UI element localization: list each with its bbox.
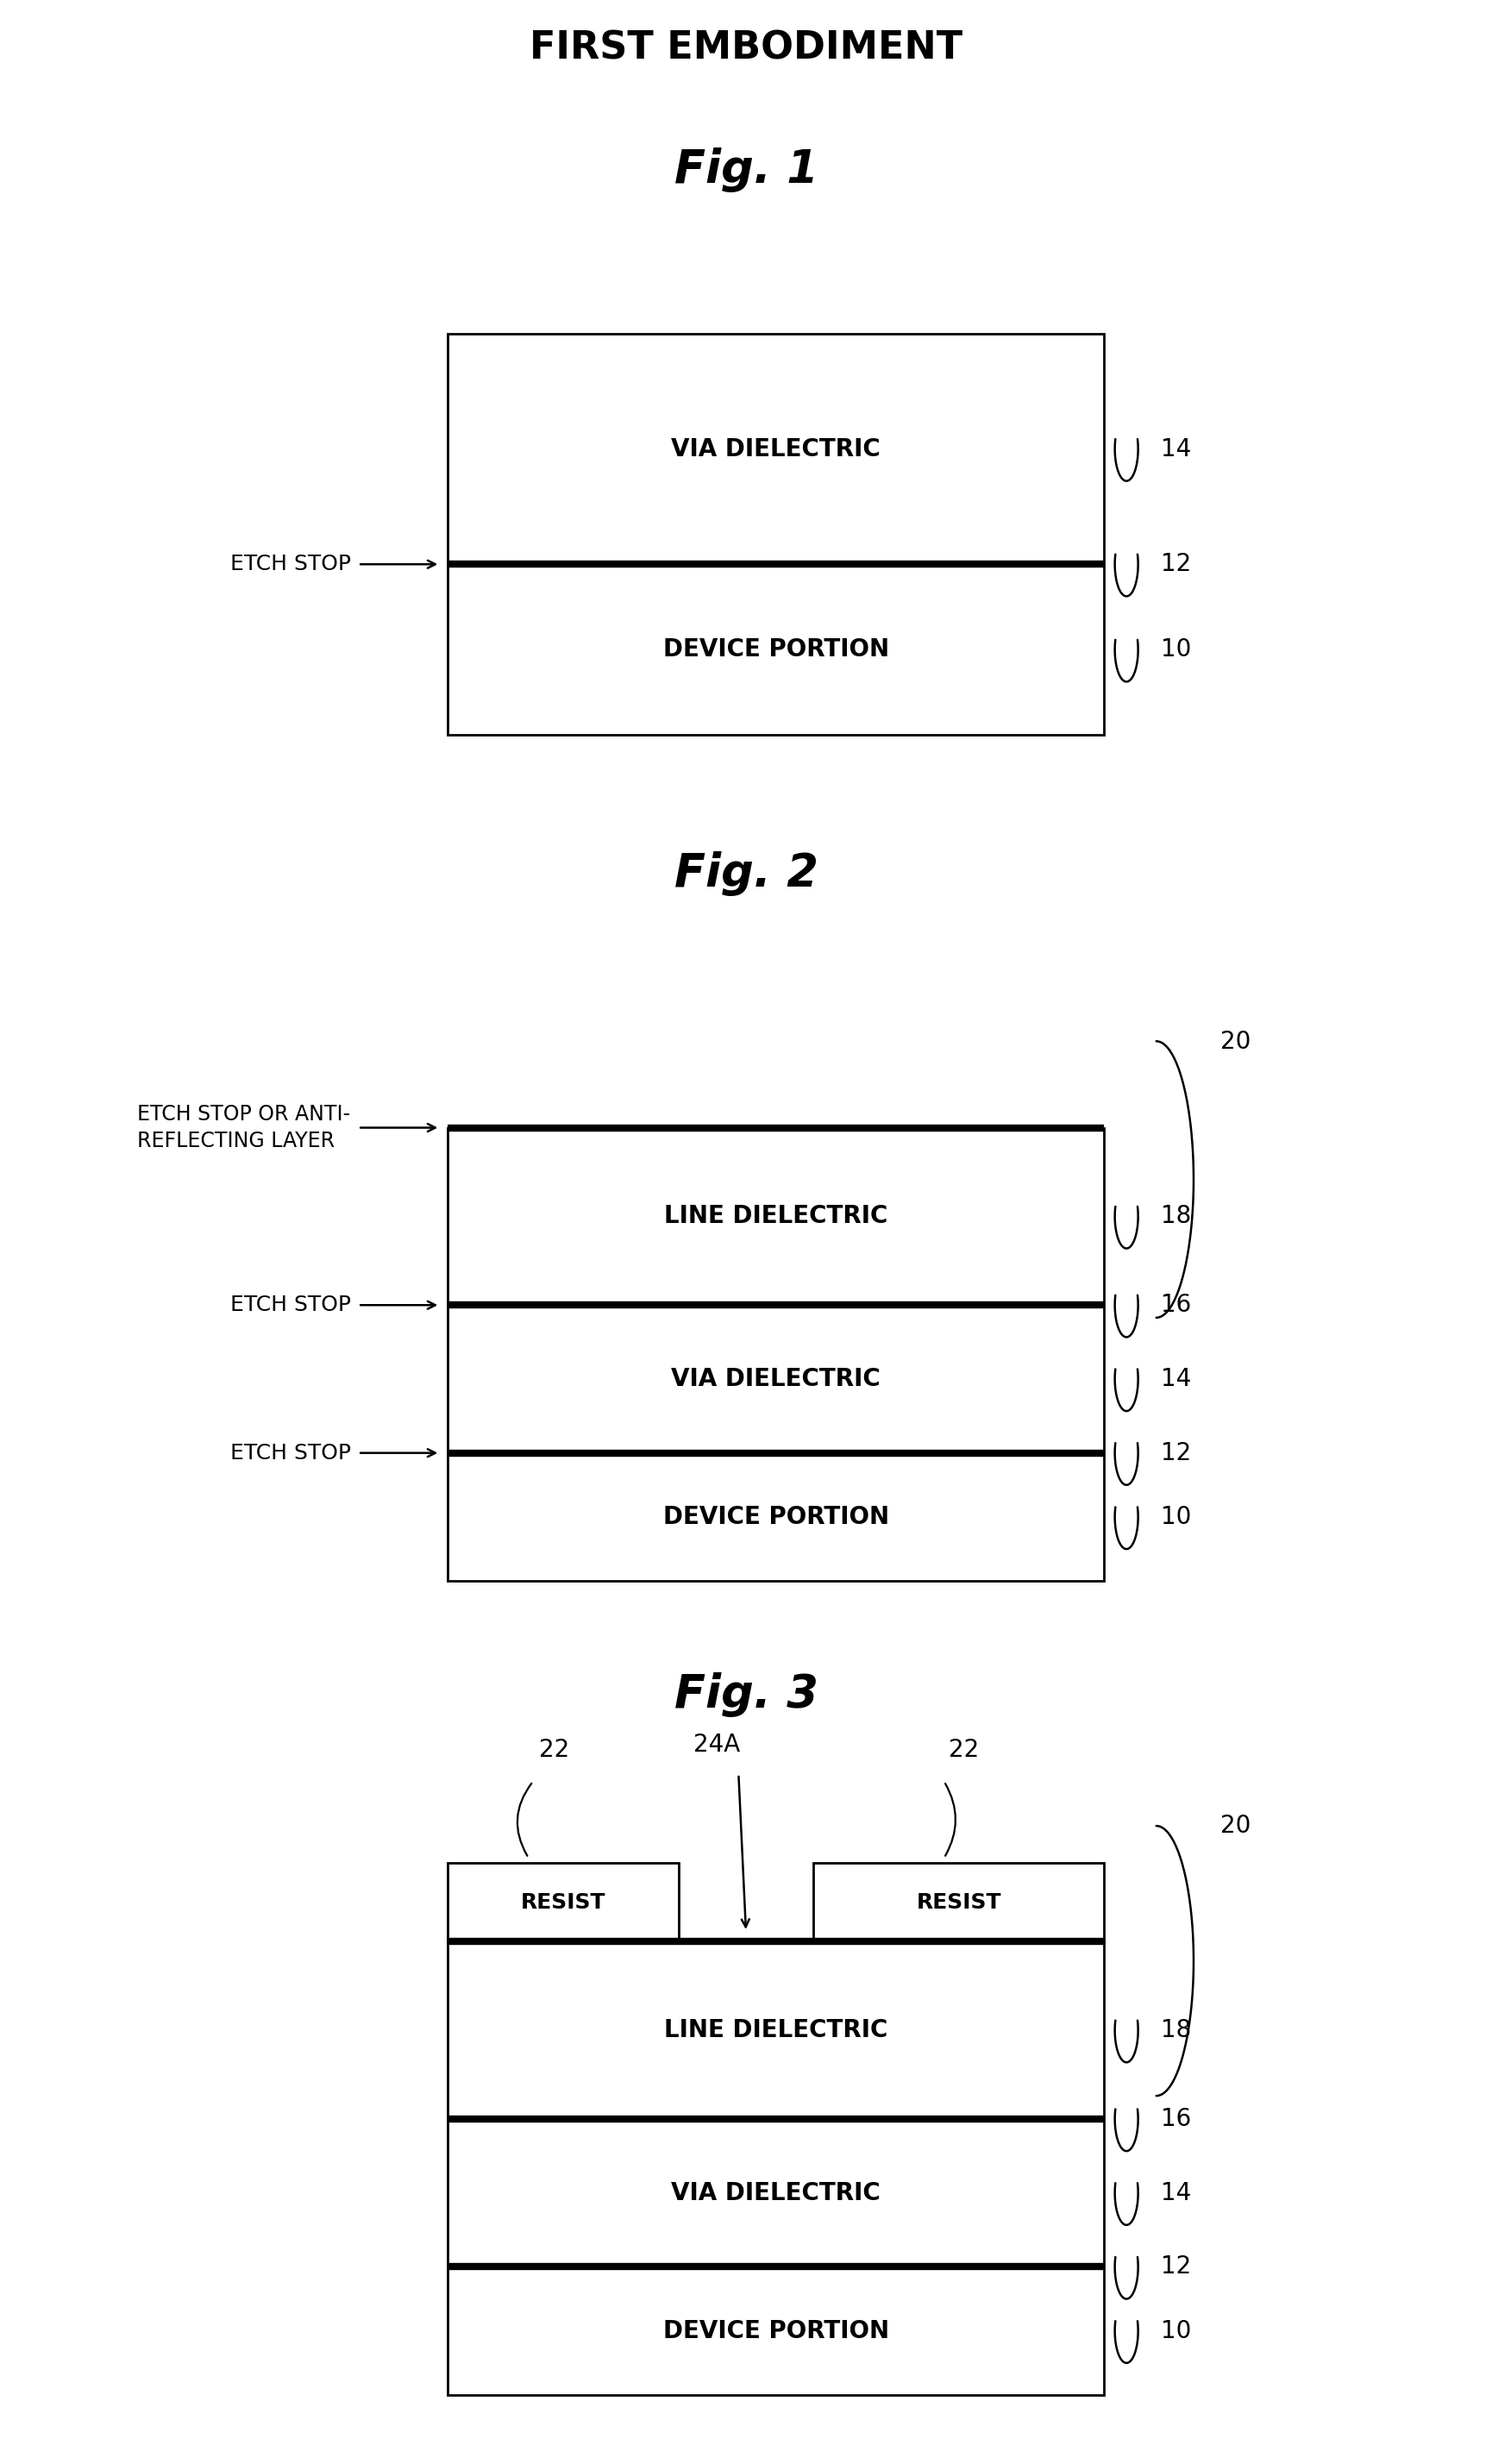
Text: RESIST: RESIST	[521, 1892, 606, 1912]
Text: 18: 18	[1161, 1205, 1191, 1230]
Text: FIRST EMBODIMENT: FIRST EMBODIMENT	[530, 30, 962, 67]
Bar	[448, 1129, 1104, 1582]
Bar	[448, 1863, 679, 1942]
Bar	[448, 1942, 1104, 2395]
Text: DEVICE PORTION: DEVICE PORTION	[662, 1506, 889, 1530]
Text: 12: 12	[1161, 1441, 1191, 1466]
Text: LINE DIELECTRIC: LINE DIELECTRIC	[664, 1205, 888, 1230]
Text: DEVICE PORTION: DEVICE PORTION	[662, 638, 889, 663]
Bar	[813, 1863, 1104, 1942]
Text: RESIST: RESIST	[916, 1892, 1001, 1912]
Text: 22: 22	[539, 1737, 570, 1762]
Text: Fig. 3: Fig. 3	[674, 1673, 818, 1717]
Bar	[448, 1942, 1104, 2395]
Text: 24A: 24A	[694, 1732, 740, 1757]
Bar	[448, 333, 1104, 734]
Text: VIA DIELECTRIC: VIA DIELECTRIC	[671, 436, 880, 461]
Text: VIA DIELECTRIC: VIA DIELECTRIC	[671, 2181, 880, 2205]
Text: 20: 20	[1220, 1030, 1250, 1055]
Bar	[448, 333, 1104, 734]
Text: VIA DIELECTRIC: VIA DIELECTRIC	[671, 1368, 880, 1392]
Text: Fig. 2: Fig. 2	[674, 850, 818, 897]
Text: ETCH STOP: ETCH STOP	[230, 1294, 351, 1316]
Text: DEVICE PORTION: DEVICE PORTION	[662, 2319, 889, 2343]
Text: 18: 18	[1161, 2018, 1191, 2043]
Text: 14: 14	[1161, 436, 1191, 461]
Text: 16: 16	[1161, 2107, 1191, 2131]
Text: 12: 12	[1161, 552, 1191, 577]
Text: ETCH STOP OR ANTI-
REFLECTING LAYER: ETCH STOP OR ANTI- REFLECTING LAYER	[137, 1104, 351, 1151]
Text: 12: 12	[1161, 2255, 1191, 2279]
Text: 20: 20	[1220, 1814, 1250, 1838]
Text: Fig. 1: Fig. 1	[674, 148, 818, 192]
Text: 16: 16	[1161, 1294, 1191, 1318]
Text: ETCH STOP: ETCH STOP	[230, 554, 351, 574]
Text: 10: 10	[1161, 638, 1191, 663]
Text: ETCH STOP: ETCH STOP	[230, 1441, 351, 1464]
Text: 22: 22	[949, 1737, 979, 1762]
Text: 10: 10	[1161, 2319, 1191, 2343]
Text: 14: 14	[1161, 2181, 1191, 2205]
Text: LINE DIELECTRIC: LINE DIELECTRIC	[664, 2018, 888, 2043]
Bar	[448, 1129, 1104, 1582]
Text: 14: 14	[1161, 1368, 1191, 1392]
Text: 10: 10	[1161, 1506, 1191, 1530]
